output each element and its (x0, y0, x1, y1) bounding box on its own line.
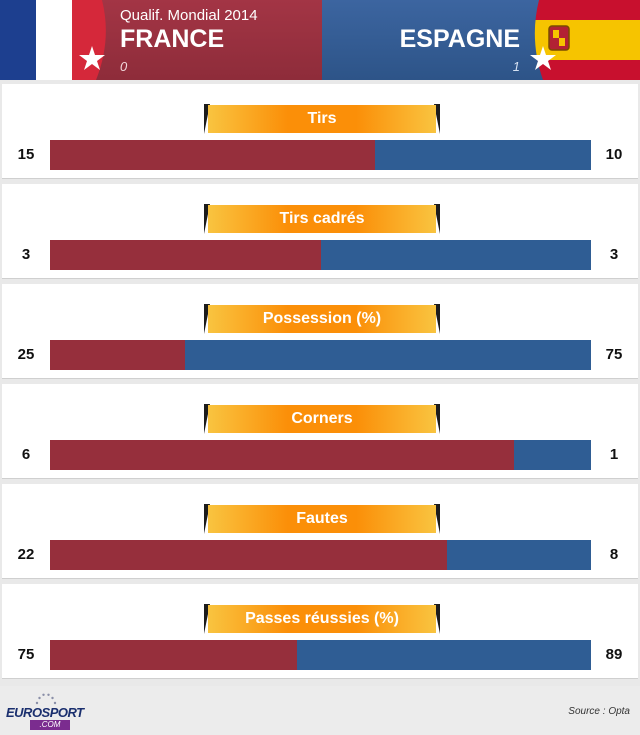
stat-label-banner: Tirs cadrés (204, 204, 440, 234)
banner-right-tab (434, 204, 440, 234)
eurosport-logo[interactable]: EUROSPORT .COM (6, 692, 84, 730)
home-bar-fill (50, 640, 298, 670)
home-bar-fill (50, 440, 514, 470)
stat-row-possession: Possession (%) 25 75 (0, 280, 640, 380)
home-bar-fill (50, 240, 321, 270)
banner-right-tab (434, 304, 440, 334)
banner-right-tab (434, 104, 440, 134)
stat-label: Passes réussies (%) (208, 605, 436, 633)
away-value: 3 (609, 246, 619, 263)
home-value: 15 (17, 146, 35, 163)
banner-right-tab (434, 504, 440, 534)
home-bar-fill (50, 140, 375, 170)
banner-right-tab (434, 604, 440, 634)
stat-row-passes-reussies: Passes réussies (%) 75 89 (0, 580, 640, 680)
stats-list: Tirs 15 10 Tirs cadrés 3 3 Possessio (0, 80, 640, 680)
logo-domain: .COM (30, 720, 70, 730)
home-bar-fill (50, 340, 186, 370)
away-value: 89 (605, 646, 623, 663)
away-team-score: 1 (512, 59, 520, 74)
stat-row-corners: Corners 6 1 (0, 380, 640, 480)
comparison-bar (50, 640, 591, 670)
stat-label-banner: Corners (204, 404, 440, 434)
stat-label: Corners (208, 405, 436, 433)
stat-label-banner: Tirs (204, 104, 440, 134)
comparison-bar (50, 340, 591, 370)
banner-left-tab (204, 404, 210, 434)
stat-label: Tirs cadrés (208, 205, 436, 233)
stat-label-banner: Possession (%) (204, 304, 440, 334)
banner-left-tab (204, 504, 210, 534)
spain-flag-icon (530, 0, 640, 80)
comparison-bar (50, 240, 591, 270)
away-value: 1 (609, 446, 619, 463)
home-team-score: 0 (120, 59, 128, 74)
stat-row-tirs-cadres: Tirs cadrés 3 3 (0, 180, 640, 280)
comparison-bar (50, 540, 591, 570)
banner-left-tab (204, 104, 210, 134)
away-value: 8 (609, 546, 619, 563)
home-value: 22 (17, 546, 35, 563)
stat-label: Fautes (208, 505, 436, 533)
banner-left-tab (204, 204, 210, 234)
stat-label-banner: Passes réussies (%) (204, 604, 440, 634)
home-value: 75 (17, 646, 35, 663)
stat-label-banner: Fautes (204, 504, 440, 534)
source-credit: Source : Opta (568, 706, 630, 717)
match-header: Qualif. Mondial 2014 FRANCE ESPAGNE 0 1 (0, 0, 640, 80)
stat-row-fautes: Fautes 22 8 (0, 480, 640, 580)
home-value: 6 (21, 446, 31, 463)
home-value: 3 (21, 246, 31, 263)
stars-arc-icon (35, 693, 57, 705)
logo-wordmark: EUROSPORT (6, 705, 84, 720)
stat-label: Tirs (208, 105, 436, 133)
banner-right-tab (434, 404, 440, 434)
banner-left-tab (204, 604, 210, 634)
home-bar-fill (50, 540, 447, 570)
france-flag-icon (0, 0, 106, 80)
away-value: 10 (605, 146, 623, 163)
home-team-name: FRANCE (120, 25, 225, 53)
comparison-bar (50, 140, 591, 170)
away-team-name: ESPAGNE (399, 25, 520, 53)
away-value: 75 (605, 346, 623, 363)
banner-left-tab (204, 304, 210, 334)
footer: EUROSPORT .COM Source : Opta (0, 686, 640, 735)
stat-row-tirs: Tirs 15 10 (0, 80, 640, 180)
comparison-bar (50, 440, 591, 470)
home-value: 25 (17, 346, 35, 363)
competition-title: Qualif. Mondial 2014 (120, 7, 258, 24)
stat-label: Possession (%) (208, 305, 436, 333)
